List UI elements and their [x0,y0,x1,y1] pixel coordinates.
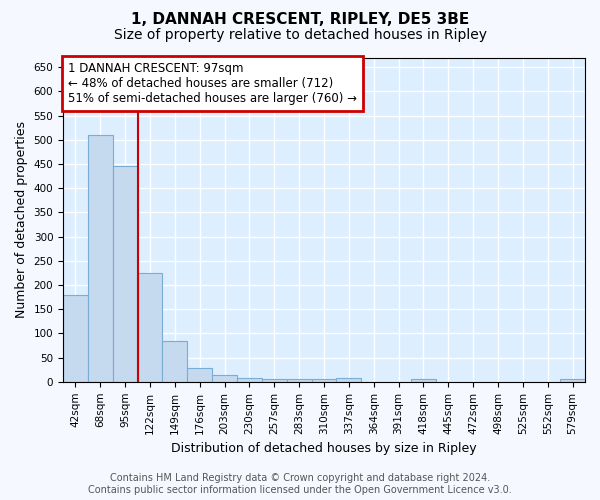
Text: Contains HM Land Registry data © Crown copyright and database right 2024.
Contai: Contains HM Land Registry data © Crown c… [88,474,512,495]
Bar [187,368,212,382]
Text: 1, DANNAH CRESCENT, RIPLEY, DE5 3BE: 1, DANNAH CRESCENT, RIPLEY, DE5 3BE [131,12,469,28]
Text: 1 DANNAH CRESCENT: 97sqm
← 48% of detached houses are smaller (712)
51% of semi-: 1 DANNAH CRESCENT: 97sqm ← 48% of detach… [68,62,357,106]
Bar [262,380,287,382]
Bar [113,166,137,382]
Bar [137,273,163,382]
Bar [311,380,337,382]
Bar [411,380,436,382]
Bar [237,378,262,382]
X-axis label: Distribution of detached houses by size in Ripley: Distribution of detached houses by size … [171,442,477,455]
Text: Size of property relative to detached houses in Ripley: Size of property relative to detached ho… [113,28,487,42]
Bar [212,374,237,382]
Bar [287,380,311,382]
Bar [163,340,187,382]
Bar [337,378,361,382]
Bar [63,294,88,382]
Bar [560,380,585,382]
Y-axis label: Number of detached properties: Number of detached properties [15,121,28,318]
Bar [88,135,113,382]
